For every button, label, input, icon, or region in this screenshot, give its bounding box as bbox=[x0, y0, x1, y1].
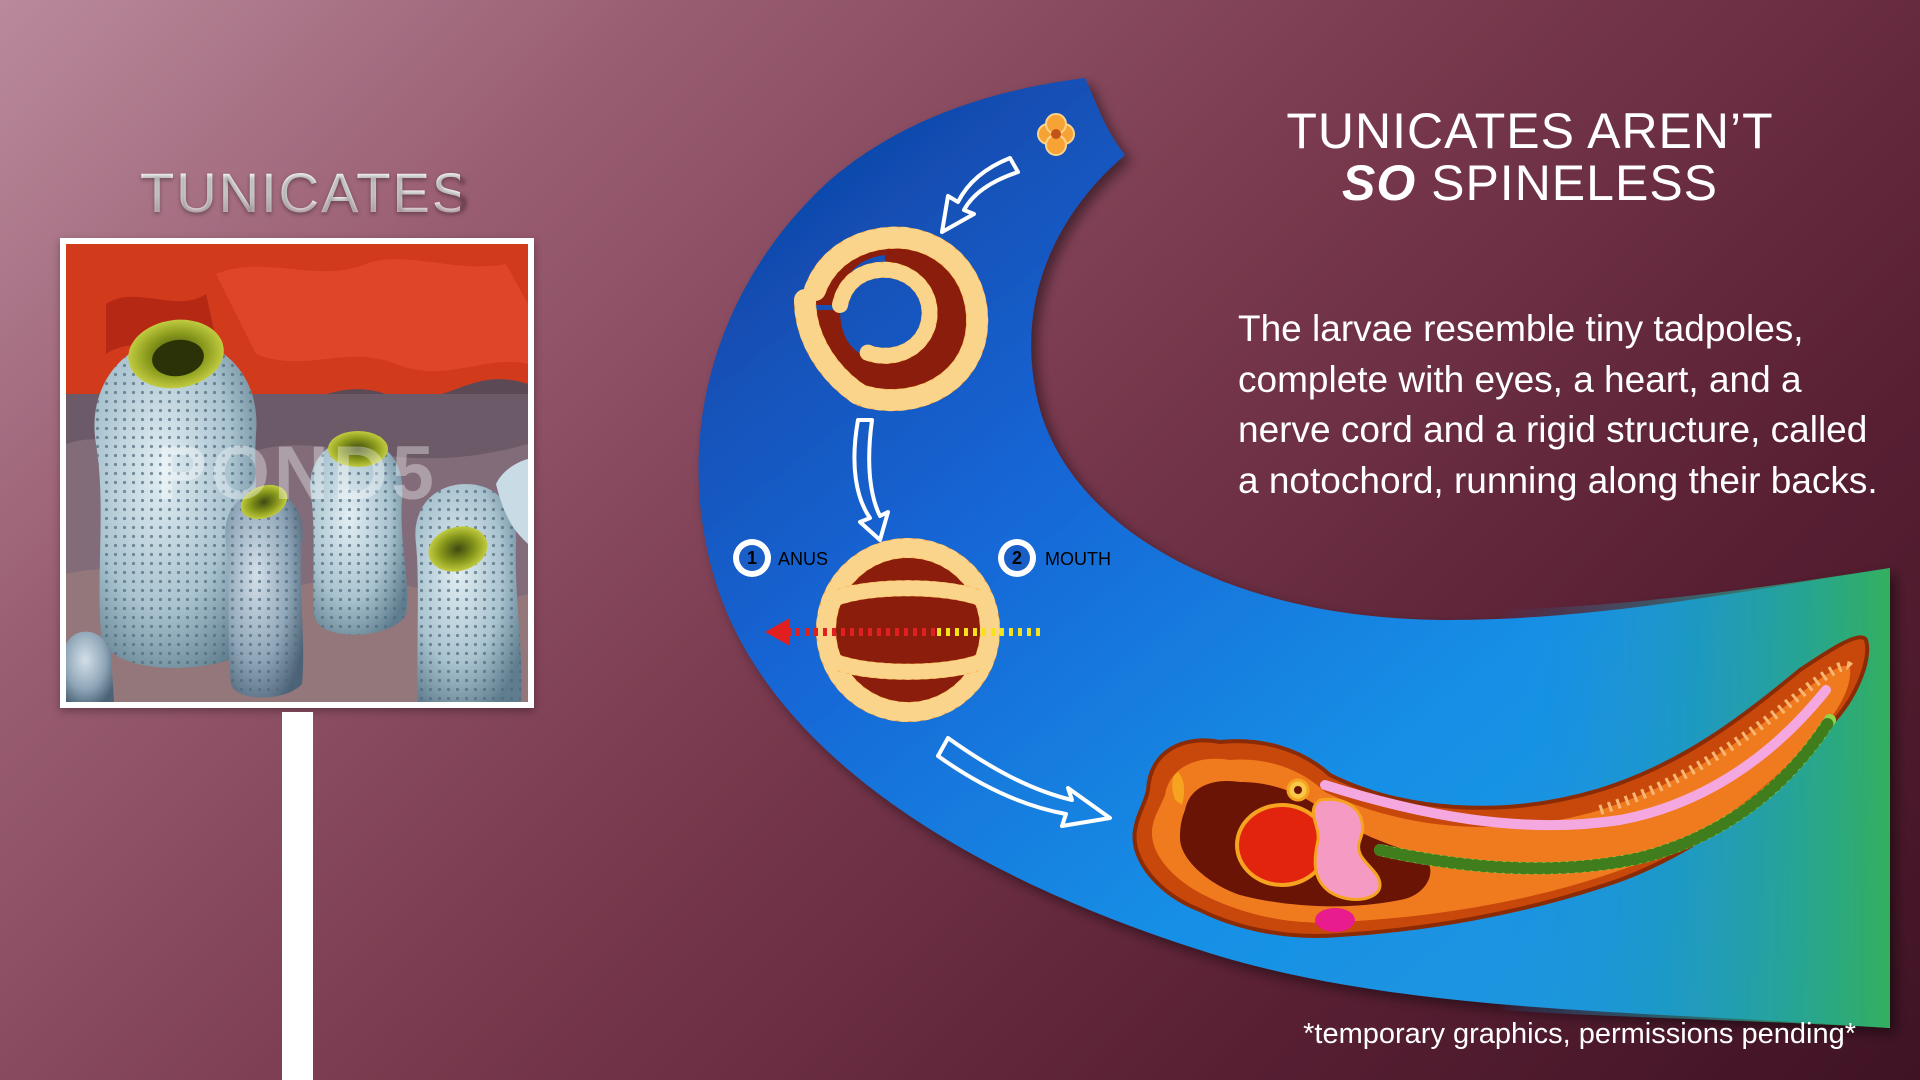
sign-post bbox=[282, 712, 313, 1080]
gut-stage bbox=[765, 538, 1040, 722]
right-title-line2-rest: SPINELESS bbox=[1416, 155, 1719, 211]
tunicate-photo-frame: POND5 bbox=[60, 238, 534, 708]
mouth-label-group: 2 MOUTH bbox=[998, 539, 1111, 577]
photo-watermark: POND5 bbox=[156, 431, 438, 516]
mouth-number: 2 bbox=[1012, 548, 1022, 568]
four-cell-stage bbox=[1037, 113, 1075, 156]
anus-label: ANUS bbox=[778, 549, 828, 569]
arrows bbox=[852, 156, 1112, 828]
arrow-3 bbox=[936, 736, 1112, 828]
arrow-1 bbox=[940, 156, 1020, 234]
left-title: TUNICATES bbox=[140, 161, 472, 224]
right-title: TUNICATES AREN’T SO SPINELESS bbox=[1270, 105, 1790, 209]
body-text: The larvae resemble tiny tadpoles, compl… bbox=[1238, 308, 1878, 501]
mouth-label: MOUTH bbox=[1045, 549, 1111, 569]
anus-label-group: 1 ANUS bbox=[733, 539, 828, 577]
tunicate-photo: POND5 bbox=[66, 244, 528, 702]
tunicate-photo-illustration: POND5 bbox=[66, 244, 528, 702]
right-title-line1: TUNICATES AREN’T bbox=[1286, 103, 1774, 159]
right-title-line2: SO SPINELESS bbox=[1270, 157, 1790, 209]
gastrula-stage bbox=[794, 226, 989, 412]
arrow-2 bbox=[852, 418, 890, 542]
tadpole-larva bbox=[1132, 635, 1870, 938]
footnote: *temporary graphics, permissions pending… bbox=[1303, 1018, 1856, 1050]
anus-number: 1 bbox=[747, 548, 757, 568]
right-title-so: SO bbox=[1341, 155, 1417, 211]
